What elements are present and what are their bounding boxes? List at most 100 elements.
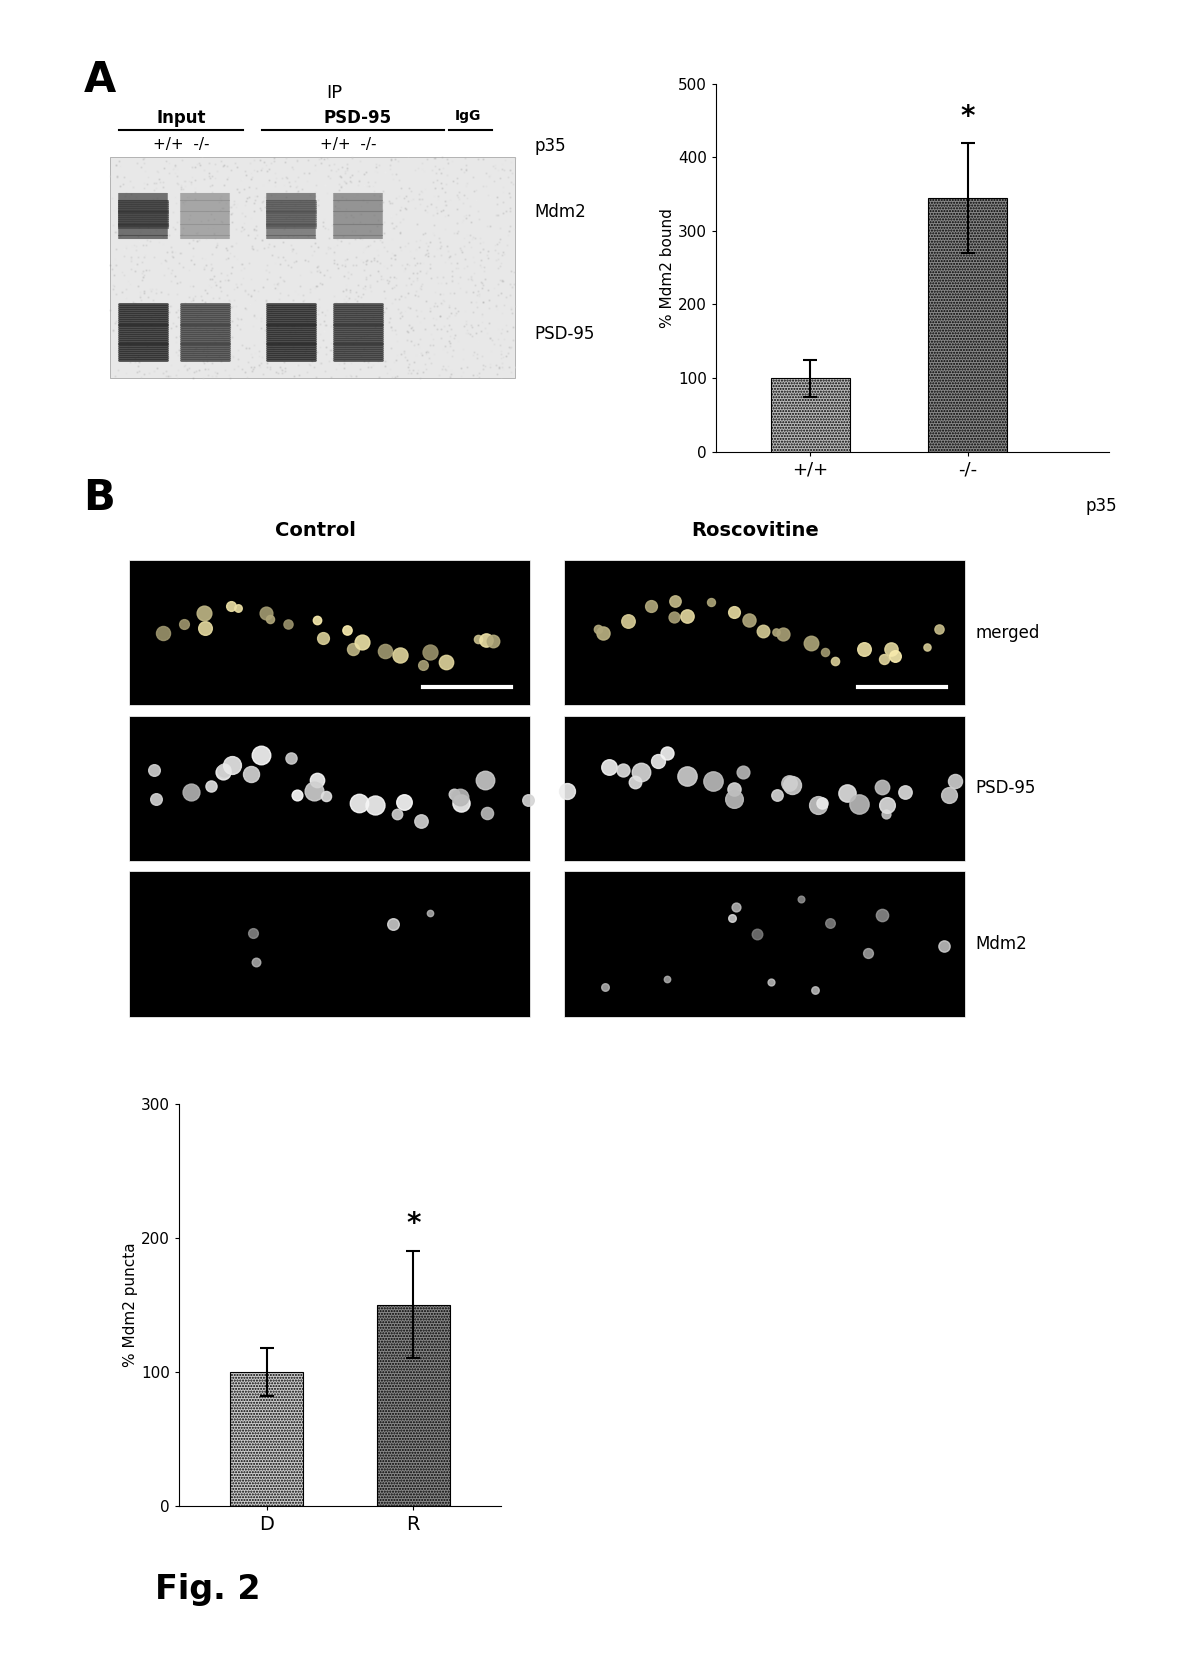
Point <box>420 639 439 666</box>
Point <box>929 616 948 642</box>
Point <box>873 775 892 801</box>
Bar <box>771 378 849 452</box>
Point <box>247 949 266 975</box>
Y-axis label: % Mdm2 bound: % Mdm2 bound <box>660 207 675 328</box>
Point <box>802 631 821 657</box>
Point <box>917 634 937 661</box>
Point <box>701 589 721 616</box>
Point <box>641 592 660 619</box>
Bar <box>110 157 515 378</box>
Point <box>304 778 323 805</box>
Point <box>314 626 333 652</box>
Point <box>762 969 781 995</box>
Point <box>678 602 697 629</box>
Point <box>886 642 905 669</box>
Point <box>727 893 746 920</box>
Point <box>242 760 261 786</box>
Point <box>648 748 667 775</box>
Point <box>391 642 410 669</box>
Point <box>876 800 895 826</box>
Text: A: A <box>84 59 116 100</box>
Point <box>625 770 644 796</box>
Text: B: B <box>84 477 116 519</box>
Bar <box>564 560 965 706</box>
Point <box>414 651 433 678</box>
Point <box>483 627 502 654</box>
Point <box>519 786 538 813</box>
Point <box>589 616 608 642</box>
Point <box>316 783 335 810</box>
Point <box>338 616 357 642</box>
Text: PSD-95: PSD-95 <box>323 109 392 127</box>
Point <box>896 778 915 805</box>
Text: Control: Control <box>274 522 356 540</box>
Point <box>202 773 221 800</box>
Text: PSD-95: PSD-95 <box>976 780 1036 798</box>
Point <box>666 587 685 614</box>
Point <box>821 908 840 935</box>
Point <box>704 768 723 795</box>
Point <box>196 616 215 642</box>
Point <box>874 646 894 673</box>
Point <box>815 639 834 666</box>
Point <box>476 627 495 654</box>
Text: IP: IP <box>326 84 342 102</box>
Text: p35: p35 <box>534 137 567 156</box>
Point <box>740 607 759 634</box>
Point <box>934 932 953 959</box>
Point <box>352 629 371 656</box>
Text: merged: merged <box>976 624 1039 642</box>
Point <box>753 617 772 644</box>
Y-axis label: % Mdm2 puncta: % Mdm2 puncta <box>123 1243 138 1367</box>
Point <box>854 636 873 663</box>
Point <box>724 785 743 811</box>
Point <box>350 790 369 816</box>
Point <box>768 781 787 808</box>
Point <box>228 594 247 621</box>
Text: Input: Input <box>156 109 206 127</box>
Point <box>780 770 799 796</box>
Point <box>288 781 307 808</box>
Point <box>154 619 173 646</box>
Text: IgG: IgG <box>455 109 481 124</box>
Bar <box>129 716 530 862</box>
Text: PSD-95: PSD-95 <box>534 325 595 343</box>
Point <box>450 783 469 810</box>
Point <box>388 801 407 828</box>
Point <box>594 621 613 647</box>
Point <box>147 786 166 813</box>
Bar <box>928 197 1007 452</box>
Point <box>394 788 413 815</box>
Point <box>420 900 439 927</box>
Point <box>174 611 193 637</box>
Text: Mdm2: Mdm2 <box>534 204 586 221</box>
Point <box>222 592 241 619</box>
Point <box>215 756 234 783</box>
Point <box>665 604 684 631</box>
Point <box>657 739 676 766</box>
Point <box>872 902 891 929</box>
Point <box>877 791 896 818</box>
Point <box>256 601 276 627</box>
Point <box>477 800 496 826</box>
Text: *: * <box>406 1210 420 1238</box>
Point <box>945 768 964 795</box>
Point <box>452 790 471 816</box>
Point <box>783 771 802 798</box>
Point <box>144 756 163 783</box>
Point <box>412 808 431 835</box>
Point <box>308 607 327 634</box>
Point <box>657 965 676 992</box>
Point <box>767 619 786 646</box>
Point <box>849 791 869 818</box>
Point <box>243 920 262 947</box>
Text: *: * <box>960 104 975 132</box>
Point <box>882 636 901 663</box>
Point <box>252 741 271 768</box>
Point <box>375 637 394 664</box>
Point <box>632 760 651 786</box>
Point <box>476 766 495 793</box>
Point <box>557 778 576 805</box>
Point <box>734 758 753 785</box>
Point <box>747 920 766 947</box>
